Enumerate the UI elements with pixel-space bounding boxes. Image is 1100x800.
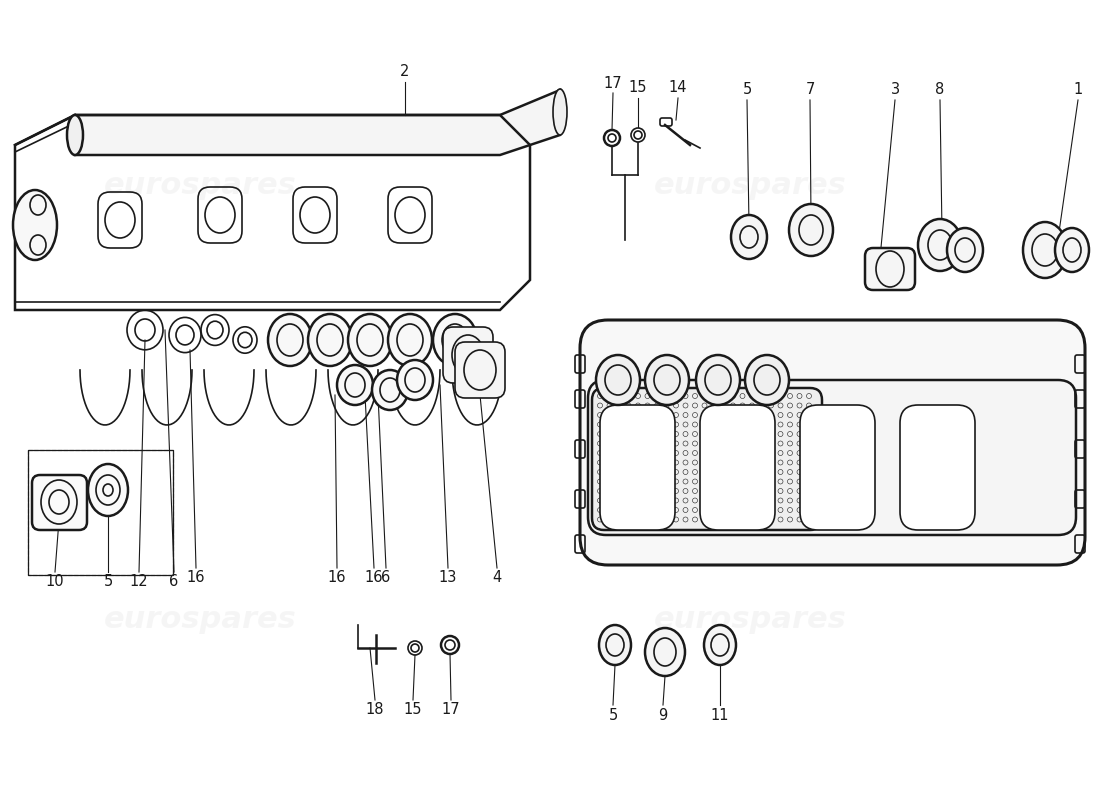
Ellipse shape (704, 625, 736, 665)
Ellipse shape (553, 89, 566, 135)
Ellipse shape (13, 190, 57, 260)
Ellipse shape (789, 204, 833, 256)
Ellipse shape (348, 314, 392, 366)
FancyBboxPatch shape (580, 320, 1085, 565)
Text: eurospares: eurospares (103, 606, 296, 634)
Text: 4: 4 (493, 570, 502, 586)
Text: 16: 16 (365, 570, 383, 586)
Ellipse shape (732, 215, 767, 259)
FancyBboxPatch shape (32, 475, 87, 530)
Ellipse shape (1055, 228, 1089, 272)
Ellipse shape (645, 355, 689, 405)
Text: 17: 17 (442, 702, 460, 718)
Ellipse shape (397, 360, 433, 400)
Ellipse shape (1023, 222, 1067, 278)
FancyBboxPatch shape (588, 380, 1076, 535)
Text: eurospares: eurospares (653, 606, 846, 634)
Text: 12: 12 (130, 574, 148, 590)
Text: 11: 11 (711, 707, 729, 722)
Text: 3: 3 (890, 82, 900, 98)
Text: 8: 8 (935, 82, 945, 98)
Text: 16: 16 (328, 570, 346, 586)
Text: 10: 10 (46, 574, 64, 590)
Ellipse shape (696, 355, 740, 405)
Ellipse shape (433, 314, 477, 366)
Text: eurospares: eurospares (103, 170, 296, 199)
Text: 6: 6 (169, 574, 178, 590)
FancyBboxPatch shape (600, 405, 675, 530)
Text: 18: 18 (365, 702, 384, 718)
Text: 5: 5 (608, 707, 617, 722)
Text: 15: 15 (404, 702, 422, 718)
Bar (28, 450, 173, 575)
Text: 16: 16 (187, 570, 206, 586)
Ellipse shape (308, 314, 352, 366)
Ellipse shape (947, 228, 983, 272)
FancyBboxPatch shape (800, 405, 874, 530)
Ellipse shape (337, 365, 373, 405)
Text: 5: 5 (742, 82, 751, 98)
Text: 7: 7 (805, 82, 815, 98)
Text: 2: 2 (400, 65, 409, 79)
Ellipse shape (67, 115, 82, 155)
Ellipse shape (372, 370, 408, 410)
Ellipse shape (268, 314, 312, 366)
Ellipse shape (596, 355, 640, 405)
Text: 13: 13 (439, 570, 458, 586)
Ellipse shape (88, 464, 128, 516)
FancyBboxPatch shape (865, 248, 915, 290)
FancyBboxPatch shape (592, 388, 822, 530)
Bar (28, 450, 173, 575)
Text: 1: 1 (1074, 82, 1082, 98)
Text: 14: 14 (669, 81, 688, 95)
Text: 15: 15 (629, 81, 647, 95)
Ellipse shape (745, 355, 789, 405)
FancyBboxPatch shape (455, 342, 505, 398)
Text: 9: 9 (659, 707, 668, 722)
Text: 5: 5 (103, 574, 112, 590)
Ellipse shape (600, 625, 631, 665)
FancyBboxPatch shape (900, 405, 975, 530)
Text: eurospares: eurospares (653, 170, 846, 199)
FancyBboxPatch shape (443, 327, 493, 383)
Polygon shape (75, 90, 560, 155)
Ellipse shape (918, 219, 962, 271)
Ellipse shape (388, 314, 432, 366)
Text: 6: 6 (382, 570, 390, 586)
FancyBboxPatch shape (700, 405, 776, 530)
Ellipse shape (645, 628, 685, 676)
Text: 17: 17 (604, 75, 623, 90)
